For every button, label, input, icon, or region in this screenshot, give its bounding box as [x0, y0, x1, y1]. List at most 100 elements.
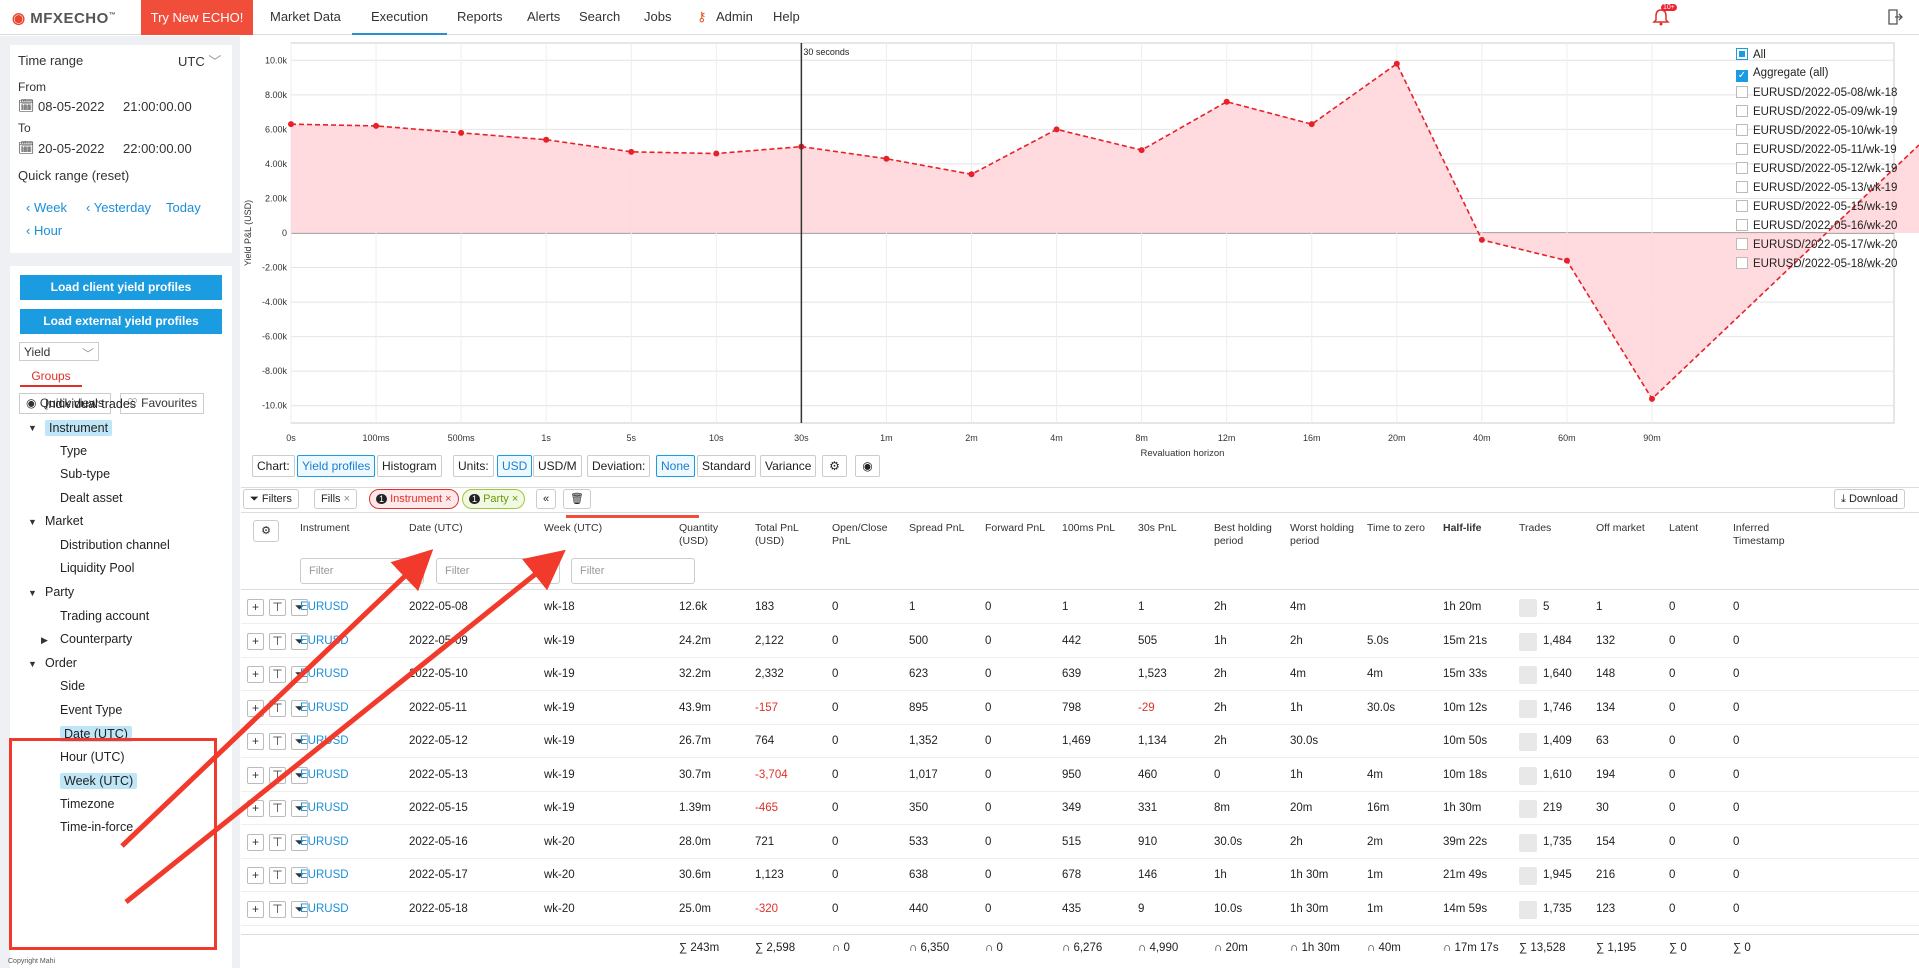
data-point[interactable] — [1649, 395, 1655, 402]
data-point[interactable] — [543, 136, 550, 143]
table-cell[interactable]: EURUSD — [300, 835, 349, 848]
legend-checkbox[interactable] — [1736, 200, 1748, 212]
legend-checkbox[interactable] — [1736, 219, 1748, 231]
legend-item[interactable]: EURUSD/2022-05-08/wk-18 — [1736, 86, 1897, 99]
quick-range-yesterday[interactable]: ‹ Yesterday — [86, 200, 152, 215]
data-point[interactable] — [713, 150, 720, 157]
legend-item[interactable]: EURUSD/2022-05-11/wk-19 — [1736, 143, 1897, 156]
legend-item[interactable]: EURUSD/2022-05-18/wk-20 — [1736, 257, 1897, 270]
data-point[interactable] — [1563, 257, 1570, 264]
units-usd-button[interactable]: USD — [497, 455, 533, 477]
add-icon[interactable]: + — [247, 599, 264, 616]
expand-icon[interactable] — [1519, 599, 1537, 617]
legend-checkbox[interactable] — [1736, 124, 1748, 136]
expand-icon[interactable] — [1519, 699, 1537, 718]
trash-icon[interactable]: 🗑 — [563, 489, 591, 509]
data-point[interactable] — [1308, 121, 1315, 128]
add-icon[interactable]: + — [247, 699, 264, 717]
group-item[interactable]: Party — [45, 585, 75, 599]
quick-views-button[interactable]: ◉ Quick views — [19, 393, 111, 414]
nav-help[interactable]: Help — [773, 9, 800, 24]
nav-market-data[interactable]: Market Data — [270, 9, 341, 24]
expand-icon[interactable] — [1519, 733, 1537, 751]
data-point[interactable] — [883, 155, 890, 162]
deviation-variance-button[interactable]: Variance — [760, 455, 817, 477]
table-row[interactable]: + ⊤ ⏷ EURUSD 2022-05-08 wk-18 12.6k 183 0 1 0 1 1 2h 4… — [241, 591, 1919, 624]
caret-down-icon[interactable]: ▼ — [28, 659, 37, 669]
deviation-none-button[interactable]: None — [656, 455, 695, 477]
expand-icon[interactable] — [1519, 632, 1537, 651]
table-row[interactable]: + ⊤ ⏷ EURUSD 2022-05-15 wk-19 1.39m -465 0 350 0 34… — [241, 792, 1919, 825]
pin-top-icon[interactable]: ⊤ — [269, 699, 286, 717]
group-item[interactable]: Dealt asset — [60, 491, 123, 505]
legend-checkbox[interactable] — [1736, 238, 1748, 250]
try-new-echo-button[interactable]: Try New ECHO! — [141, 0, 253, 35]
column-header[interactable]: 100ms PnL — [1062, 522, 1116, 534]
column-header[interactable]: 30s PnL — [1138, 522, 1177, 534]
legend-item[interactable]: EURUSD/2022-05-15/wk-19 — [1736, 200, 1897, 213]
column-header[interactable]: Spread PnL — [909, 522, 965, 534]
pin-top-icon[interactable]: ⊤ — [269, 833, 286, 851]
mode-select[interactable]: Yield ﹀ — [19, 342, 99, 361]
table-row[interactable]: + ⊤ ⏷ EURUSD 2022-05-12 wk-19 26.7m 764 0 1,352 0 1… — [241, 725, 1919, 758]
legend-item[interactable]: EURUSD/2022-05-17/wk-20 — [1736, 238, 1897, 251]
add-icon[interactable]: + — [247, 900, 264, 918]
group-item[interactable]: Individual trades — [45, 397, 137, 411]
column-header[interactable]: Quantity (USD) — [679, 522, 719, 547]
instrument-filter-chip[interactable]: 1 Instrument × — [369, 489, 459, 509]
data-point[interactable] — [458, 129, 465, 136]
group-item[interactable]: Instrument — [45, 420, 113, 436]
table-cell[interactable]: EURUSD — [300, 869, 349, 881]
data-point[interactable] — [1478, 236, 1485, 243]
legend-checkbox[interactable] — [1736, 162, 1748, 174]
units-usdm-button[interactable]: USD/M — [533, 455, 582, 477]
data-point[interactable] — [1053, 126, 1060, 133]
group-item[interactable]: Hour (UTC) — [60, 750, 125, 764]
table-row[interactable]: + ⊤ ⏷ EURUSD 2022-05-10 wk-19 32.2m 2,332 0 623 0 6… — [241, 658, 1919, 691]
pin-top-icon[interactable]: ⊤ — [269, 599, 286, 616]
expand-icon[interactable] — [1519, 800, 1537, 818]
table-cell[interactable]: EURUSD — [300, 902, 349, 915]
fills-filter-chip[interactable]: Fills × — [314, 489, 358, 509]
add-icon[interactable]: + — [247, 666, 264, 683]
table-cell[interactable]: EURUSD — [300, 735, 349, 747]
legend-item[interactable]: EURUSD/2022-05-16/wk-20 — [1736, 219, 1897, 232]
close-icon[interactable]: × — [343, 493, 351, 505]
group-item[interactable]: Distribution channel — [60, 538, 170, 552]
eye-icon[interactable]: ◉ — [855, 455, 880, 477]
to-time-input[interactable]: 22:00:00.00 — [123, 141, 192, 156]
expand-icon[interactable] — [1519, 867, 1537, 885]
nav-jobs[interactable]: Jobs — [644, 9, 672, 24]
data-point[interactable] — [968, 171, 975, 178]
favourites-button[interactable]: ♡ Favourites — [120, 393, 205, 414]
table-cell[interactable]: EURUSD — [300, 601, 349, 613]
caret-down-icon[interactable]: ▼ — [28, 517, 37, 527]
group-item[interactable]: Market — [45, 514, 84, 528]
legend-item[interactable]: ✓ Aggregate (all) — [1736, 67, 1828, 82]
column-header[interactable]: Week (UTC) — [544, 522, 603, 534]
table-row[interactable]: + ⊤ ⏷ EURUSD 2022-05-18 wk-20 25.0m -320 0 440 0 43… — [241, 893, 1919, 926]
histogram-button[interactable]: Histogram — [377, 455, 442, 477]
legend-checkbox[interactable]: ✓ — [1736, 70, 1748, 82]
table-row[interactable]: + ⊤ ⏷ EURUSD 2022-05-17 wk-20 30.6m 1,123 0 638 0 6… — [241, 859, 1919, 892]
table-cell[interactable]: EURUSD — [300, 701, 349, 714]
add-icon[interactable]: + — [247, 833, 264, 851]
column-header[interactable]: Trades — [1519, 522, 1552, 534]
nav-execution[interactable]: Execution — [352, 0, 448, 35]
add-icon[interactable]: + — [247, 632, 264, 650]
load-external-yield-profiles-button[interactable]: Load external yield profiles — [20, 309, 222, 334]
table-cell[interactable]: EURUSD — [300, 634, 349, 647]
pin-top-icon[interactable]: ⊤ — [269, 632, 286, 650]
group-item[interactable]: Event Type — [60, 703, 123, 717]
data-point[interactable] — [373, 122, 380, 129]
add-icon[interactable]: + — [247, 800, 264, 817]
tab-groups[interactable]: Groups — [20, 369, 82, 387]
column-header[interactable]: Instrument — [300, 522, 350, 534]
column-header[interactable]: Forward PnL — [985, 522, 1046, 534]
from-time-input[interactable]: 21:00:00.00 — [123, 99, 192, 114]
deviation-standard-button[interactable]: Standard — [697, 455, 756, 477]
legend-item[interactable]: EURUSD/2022-05-09/wk-19 — [1736, 105, 1897, 118]
table-cell[interactable]: EURUSD — [300, 768, 349, 781]
download-button[interactable]: ⤓ Download — [1834, 489, 1905, 509]
load-client-yield-profiles-button[interactable]: Load client yield profiles — [20, 275, 222, 300]
